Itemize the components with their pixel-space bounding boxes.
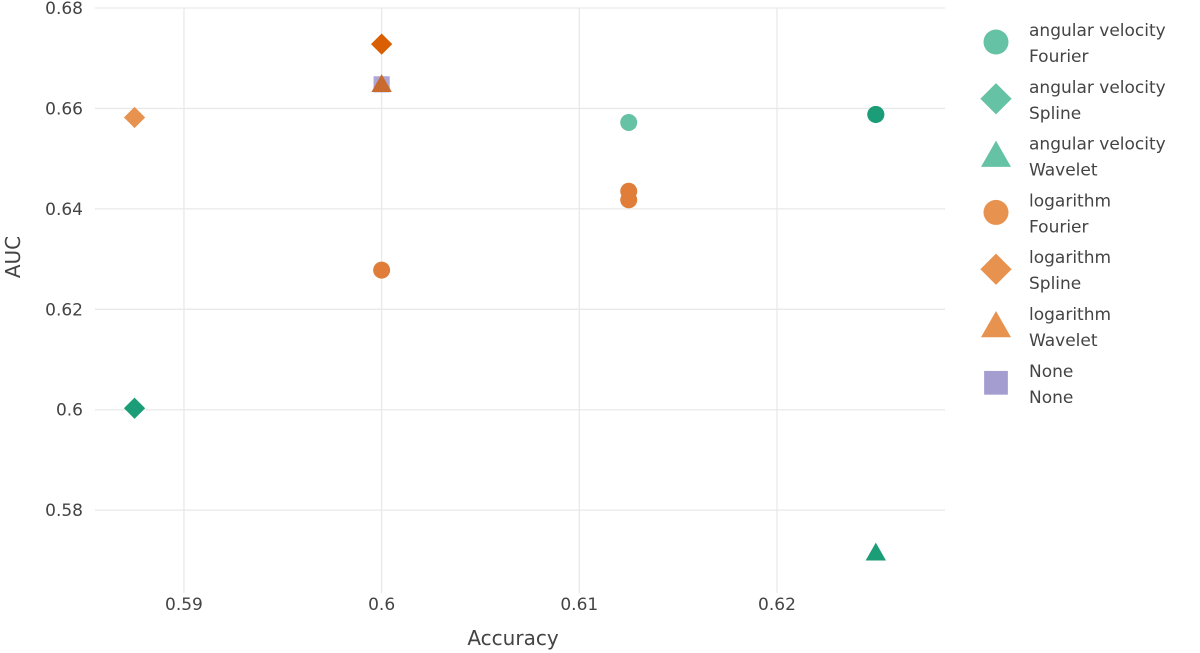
angular-velocity-wavelet-point xyxy=(865,542,887,561)
legend-label-line1: logarithm xyxy=(1029,248,1111,268)
logarithm-fourier-point xyxy=(373,261,391,279)
legend-logarithm-spline-diamond-icon xyxy=(980,253,1012,285)
y-axis-title: AUC xyxy=(1,236,25,278)
angular-velocity-fourier-point xyxy=(620,113,638,131)
x-tick-label: 0.6 xyxy=(368,595,395,615)
x-axis-ticks: 0.59 0.6 0.61 0.62 xyxy=(165,595,796,615)
y-tick-label: 0.62 xyxy=(45,300,83,320)
y-axis-ticks: 0.58 0.6 0.62 0.64 0.66 0.68 xyxy=(45,0,83,521)
legend-label-line2: Fourier xyxy=(1029,217,1089,237)
grid-lines xyxy=(95,7,945,593)
x-axis-title: Accuracy xyxy=(467,626,558,650)
legend-item[interactable]: logarithm Fourier xyxy=(983,191,1112,237)
logarithm-fourier-point xyxy=(620,191,638,209)
y-tick-label: 0.66 xyxy=(45,99,83,119)
legend-none-none-square-icon xyxy=(984,370,1008,395)
x-tick-label: 0.59 xyxy=(165,595,203,615)
y-tick-label: 0.68 xyxy=(45,0,83,19)
x-tick-label: 0.61 xyxy=(560,595,598,615)
legend-logarithm-wavelet-triangle-icon xyxy=(981,311,1011,338)
data-points xyxy=(123,33,887,561)
legend-label-line1: None xyxy=(1029,362,1073,382)
legend-item[interactable]: angular velocity Fourier xyxy=(983,21,1166,67)
legend-label-line2: Wavelet xyxy=(1029,331,1098,351)
legend-angular-velocity-spline-diamond-icon xyxy=(980,83,1012,115)
x-tick-label: 0.62 xyxy=(758,595,796,615)
legend-logarithm-fourier-circle-icon xyxy=(983,199,1009,225)
legend-item[interactable]: logarithm Spline xyxy=(980,248,1111,294)
legend-label-line1: logarithm xyxy=(1029,191,1111,211)
y-tick-label: 0.6 xyxy=(56,401,83,421)
angular-velocity-spline-point xyxy=(123,397,146,419)
legend-label-line2: Fourier xyxy=(1029,47,1089,67)
legend-item[interactable]: angular velocity Spline xyxy=(980,78,1166,124)
y-tick-label: 0.64 xyxy=(45,200,83,220)
logarithm-spline-point xyxy=(123,106,146,129)
legend-angular-velocity-fourier-circle-icon xyxy=(983,29,1009,55)
legend-label-line2: Spline xyxy=(1029,104,1081,124)
legend-item[interactable]: logarithm Wavelet xyxy=(981,305,1111,351)
legend-label-line1: logarithm xyxy=(1029,305,1111,325)
y-tick-label: 0.58 xyxy=(45,501,83,521)
legend-label-line1: angular velocity xyxy=(1029,21,1166,41)
legend-label-line1: angular velocity xyxy=(1029,135,1166,155)
legend-angular-velocity-wavelet-triangle-icon xyxy=(981,140,1011,167)
legend-label-line2: Spline xyxy=(1029,274,1081,294)
legend-label-line2: Wavelet xyxy=(1029,161,1098,181)
angular-velocity-fourier-point xyxy=(867,105,885,123)
legend-item[interactable]: angular velocity Wavelet xyxy=(981,135,1166,181)
logarithm-wavelet-point xyxy=(371,74,392,92)
legend: angular velocity Fourier angular velocity S… xyxy=(980,21,1166,408)
legend-label-line2: None xyxy=(1029,388,1073,408)
legend-item[interactable]: None None xyxy=(984,362,1073,408)
legend-label-line1: angular velocity xyxy=(1029,78,1166,98)
logarithm-spline-point xyxy=(371,33,393,55)
